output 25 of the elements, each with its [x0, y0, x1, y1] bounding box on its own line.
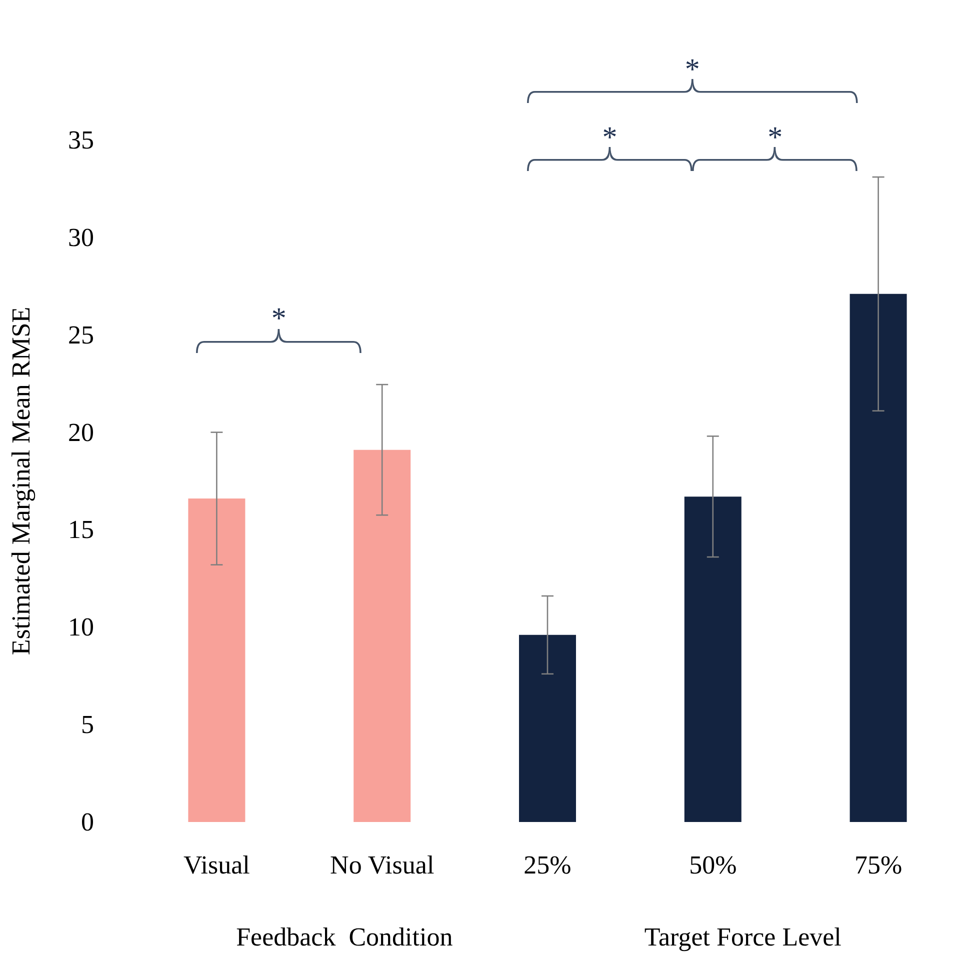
- x-tick-label: 75%: [854, 850, 902, 880]
- annotation: *: [602, 120, 618, 154]
- bar: [354, 450, 411, 822]
- bar: [850, 294, 907, 822]
- x-tick-label: No Visual: [330, 850, 434, 880]
- x-tick-label: 25%: [524, 850, 572, 880]
- y-tick-label: 25: [68, 320, 94, 350]
- y-tick-label: 35: [68, 126, 94, 154]
- y-tick-label: 20: [68, 418, 94, 447]
- bar: [684, 496, 742, 822]
- y-tick-label: 0: [81, 808, 94, 836]
- annotation: *: [271, 302, 286, 336]
- x-tick-label: 50%: [689, 850, 737, 880]
- y-tick-label: 15: [68, 515, 94, 544]
- y-axis-title: Estimated Marginal Mean RMSE: [6, 306, 36, 656]
- text: Feedback Condition: [236, 922, 453, 952]
- annotation: *: [768, 120, 783, 154]
- y-tick-label: 10: [68, 612, 94, 642]
- y-tick-label: 5: [81, 710, 94, 740]
- x-tick-label: Visual: [184, 850, 250, 880]
- bar: [519, 634, 576, 822]
- text: *: [684, 52, 700, 86]
- text: Target Force Level: [644, 922, 842, 952]
- bar: [188, 498, 246, 822]
- y-tick-label: 30: [68, 222, 94, 252]
